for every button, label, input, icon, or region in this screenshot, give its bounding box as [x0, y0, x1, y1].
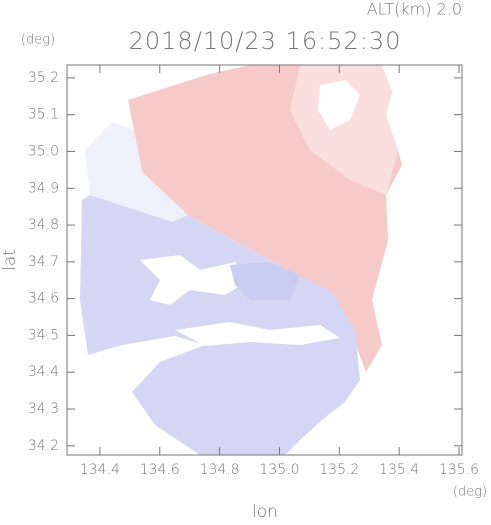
y-tick-label: 35.1 [28, 107, 59, 123]
y-tick-label: 35.2 [28, 70, 59, 86]
y-tick-label: 34.7 [28, 254, 59, 270]
y-tick-label: 34.2 [28, 438, 59, 454]
x-axis-label: lon [252, 502, 278, 521]
y-tick-label: 34.9 [28, 180, 59, 196]
y-tick-label: 34.6 [28, 291, 59, 307]
y-unit: (deg) [21, 33, 55, 48]
x-tick-label: 134.4 [80, 462, 120, 478]
y-tick-label: 34.4 [28, 364, 59, 380]
echo-region [230, 262, 300, 300]
echo-region [318, 80, 360, 130]
x-tick-label: 135.0 [259, 462, 299, 478]
x-tick-label: 135.4 [379, 462, 419, 478]
x-tick-label: 135.2 [319, 462, 359, 478]
echo-region [175, 322, 340, 346]
echo-region [290, 65, 398, 195]
y-tick-label: 35.0 [28, 143, 59, 159]
y-tick-label: 34.3 [28, 401, 59, 417]
echo-field [80, 65, 402, 455]
x-unit: (deg) [453, 485, 487, 500]
echo-region [85, 122, 188, 222]
echo-region [140, 255, 250, 305]
x-tick-label: 134.6 [140, 462, 180, 478]
x-tick-label: 134.8 [200, 462, 240, 478]
y-tick-label: 34.8 [28, 217, 59, 233]
plot-frame [66, 64, 463, 456]
y-tick-label: 34.5 [28, 327, 59, 343]
x-tick-label: 135.6 [439, 462, 479, 478]
y-axis-label: lat [0, 249, 20, 271]
altitude-label: ALT(km) 2.0 [367, 0, 462, 19]
chart-title: 2018/10/23 16:52:30 [129, 27, 402, 55]
